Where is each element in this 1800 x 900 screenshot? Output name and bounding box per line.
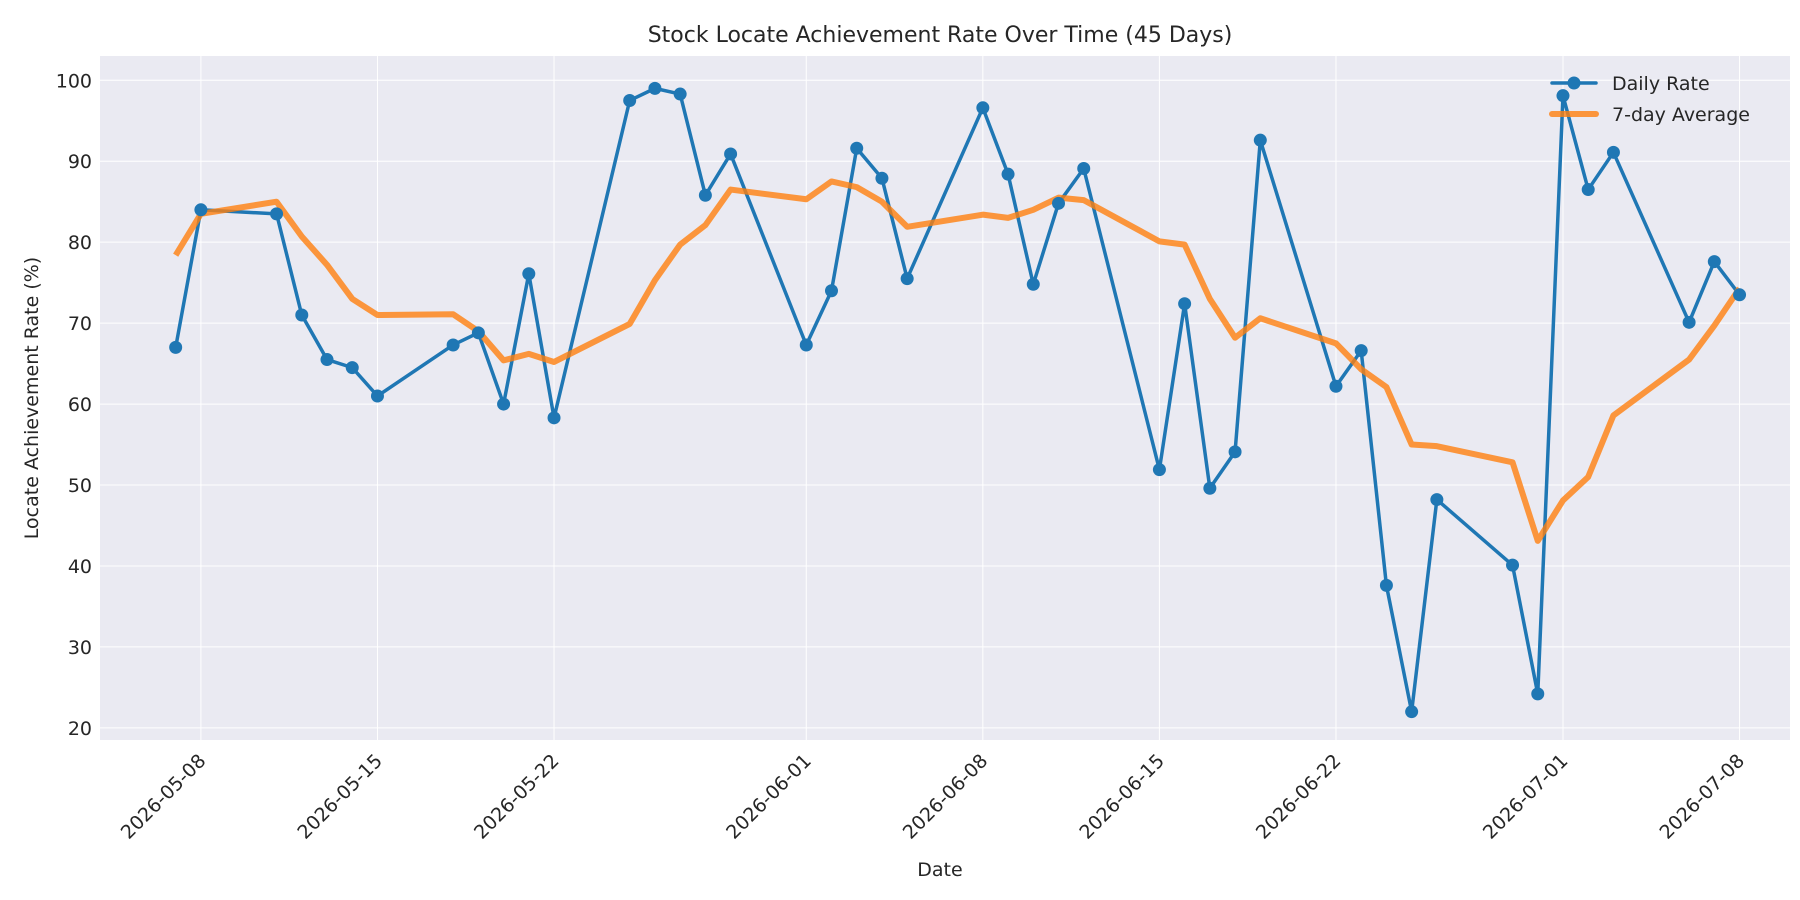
data-point-daily-rate	[976, 101, 990, 115]
grid	[100, 56, 1790, 740]
data-point-daily-rate	[471, 326, 485, 340]
legend-label-7-day-average: 7-day Average	[1612, 104, 1750, 126]
data-point-daily-rate	[648, 81, 662, 95]
data-point-daily-rate	[724, 147, 738, 161]
x-tick-label: 2026-05-22	[470, 750, 564, 844]
x-tick-label: 2026-06-08	[899, 750, 993, 844]
data-point-daily-rate	[1253, 133, 1267, 147]
x-tick-label: 2026-06-22	[1252, 750, 1346, 844]
data-point-daily-rate	[1405, 705, 1419, 719]
data-point-daily-rate	[1707, 255, 1721, 269]
data-point-daily-rate	[1379, 578, 1393, 592]
x-axis-label: Date	[917, 859, 962, 881]
data-point-daily-rate	[698, 188, 712, 202]
data-point-daily-rate	[673, 87, 687, 101]
data-point-daily-rate	[799, 338, 813, 352]
data-point-daily-rate	[1077, 162, 1091, 176]
y-tick-label: 50	[68, 475, 92, 497]
data-point-daily-rate	[900, 272, 914, 286]
data-point-daily-rate	[1556, 89, 1570, 103]
data-point-daily-rate	[623, 94, 637, 108]
legend-marker-daily-rate	[1567, 76, 1581, 90]
x-tick-label: 2026-07-01	[1479, 750, 1573, 844]
data-point-daily-rate	[1329, 379, 1343, 393]
data-point-daily-rate	[169, 340, 183, 354]
y-tick-label: 30	[68, 637, 92, 659]
plot-area	[100, 56, 1790, 740]
data-point-daily-rate	[522, 267, 536, 281]
data-point-daily-rate	[345, 361, 359, 375]
data-point-daily-rate	[270, 207, 284, 221]
y-tick-label: 20	[68, 718, 92, 740]
data-point-daily-rate	[1152, 463, 1166, 477]
data-point-daily-rate	[194, 203, 208, 217]
data-point-daily-rate	[1581, 183, 1595, 197]
chart-title: Stock Locate Achievement Rate Over Time …	[648, 23, 1233, 48]
data-point-daily-rate	[320, 353, 334, 367]
y-tick-label: 60	[68, 394, 92, 416]
data-point-daily-rate	[1026, 277, 1040, 291]
data-point-daily-rate	[1733, 288, 1747, 302]
data-point-daily-rate	[1178, 297, 1192, 311]
data-point-daily-rate	[1606, 145, 1620, 159]
data-point-daily-rate	[1354, 344, 1368, 358]
data-point-daily-rate	[497, 397, 511, 411]
y-tick-label: 100	[56, 70, 92, 92]
data-point-daily-rate	[295, 308, 309, 322]
y-tick-label: 70	[68, 313, 92, 335]
data-point-daily-rate	[1531, 687, 1545, 701]
data-point-daily-rate	[1430, 493, 1444, 507]
y-tick-label: 90	[68, 151, 92, 173]
data-point-daily-rate	[850, 141, 864, 155]
y-tick-label: 40	[68, 556, 92, 578]
data-point-daily-rate	[370, 389, 384, 403]
data-point-daily-rate	[1228, 445, 1242, 459]
data-point-daily-rate	[1052, 196, 1066, 210]
x-tick-label: 2026-05-15	[293, 750, 387, 844]
data-point-daily-rate	[1203, 481, 1217, 495]
data-point-daily-rate	[1506, 558, 1520, 572]
data-point-daily-rate	[446, 338, 460, 352]
x-tick-label: 2026-06-01	[722, 750, 816, 844]
data-point-daily-rate	[547, 411, 561, 425]
series-layer	[169, 81, 1747, 719]
data-point-daily-rate	[875, 171, 889, 185]
data-point-daily-rate	[824, 284, 838, 298]
y-tick-label: 80	[68, 232, 92, 254]
x-tick-label: 2026-05-08	[117, 750, 211, 844]
data-point-daily-rate	[1001, 167, 1015, 181]
x-tick-label: 2026-07-08	[1655, 750, 1749, 844]
legend-label-daily-rate: Daily Rate	[1612, 73, 1710, 95]
data-point-daily-rate	[1682, 315, 1696, 329]
series-line-7-day-average	[173, 178, 1743, 544]
y-axis-label: Locate Achievement Rate (%)	[21, 257, 43, 539]
x-tick-label: 2026-06-15	[1075, 750, 1169, 844]
legend: Daily Rate 7-day Average	[1549, 73, 1750, 126]
